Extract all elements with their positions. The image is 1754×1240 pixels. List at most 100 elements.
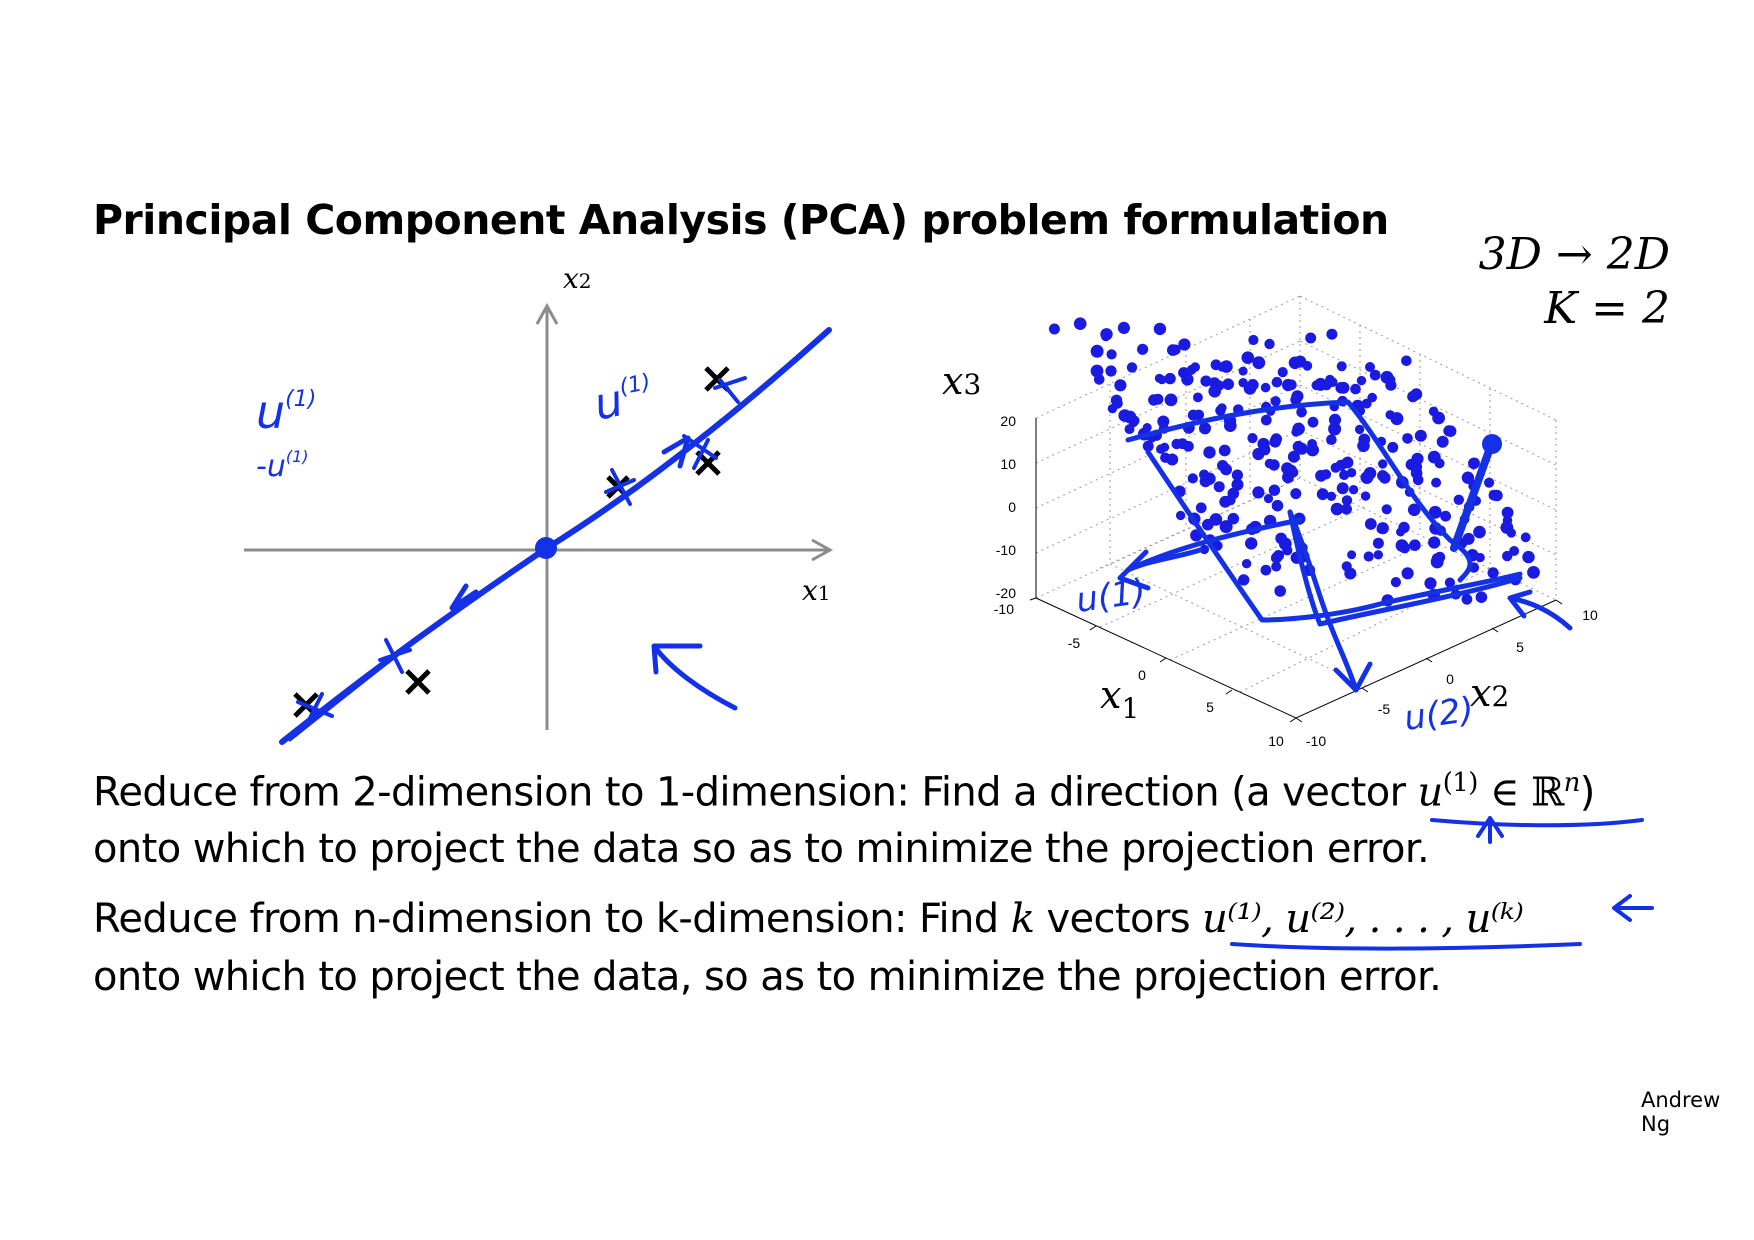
scatter-point <box>1287 450 1300 463</box>
handwritten-arrow-icon <box>1507 589 1573 631</box>
handwritten-neg-u1-label: -u(1) <box>256 447 309 484</box>
scatter-point <box>1428 536 1441 549</box>
scatter-point <box>1320 469 1332 480</box>
scatter-point <box>1432 411 1445 425</box>
scatter-point <box>1167 344 1179 356</box>
handwritten-u1-near-line-label: u(1) <box>590 369 658 431</box>
scatter-point <box>1373 550 1384 560</box>
u1-direction-arrowhead <box>661 435 691 469</box>
scatter-point <box>1341 503 1352 515</box>
handwritten-u2-arrow <box>1287 509 1359 693</box>
handwritten-plane-edge <box>1287 509 1523 627</box>
scatter-point <box>1348 485 1359 495</box>
scatter-point <box>1238 574 1250 586</box>
projection-tick <box>604 468 636 506</box>
scatter-point <box>1231 478 1244 491</box>
z-tick-label: -10 <box>996 542 1016 558</box>
scatter-point <box>1372 537 1384 549</box>
scatter-point <box>1428 505 1442 519</box>
scatter-point <box>1414 429 1427 442</box>
x1-tick-label: 0 <box>1138 667 1146 683</box>
scatter-point <box>1195 502 1207 514</box>
scatter-point <box>1360 491 1371 501</box>
scatter-point <box>1330 502 1344 516</box>
scatter-point <box>1114 379 1127 392</box>
scatter-point <box>1199 422 1211 435</box>
text-line-3: Reduce from n-dimension to k-dimension: … <box>93 896 1524 942</box>
scatter-point <box>1270 552 1283 564</box>
scatter-point <box>1328 413 1342 426</box>
scatter-point <box>1260 414 1272 426</box>
scatter-point <box>1100 328 1113 341</box>
scatter-point <box>1307 439 1317 449</box>
scatter-point <box>1335 459 1347 471</box>
x2-tick-label: 5 <box>1516 639 1524 655</box>
scatter-point <box>1260 564 1272 576</box>
scatter-point <box>1444 577 1455 588</box>
scatter-point <box>1277 367 1288 378</box>
scatter-point <box>1367 392 1377 403</box>
origin-dot <box>535 537 557 559</box>
scatter-point <box>1369 369 1381 381</box>
x1-tick-label: 5 <box>1206 699 1214 715</box>
x1-axis-label: x1 <box>802 574 831 607</box>
scatter-point <box>1354 424 1365 435</box>
scatter-point <box>1347 550 1357 560</box>
slide-title: Principal Component Analysis (PCA) probl… <box>93 196 1389 244</box>
z-tick-label: 0 <box>1008 499 1016 515</box>
projection-tick <box>378 638 412 674</box>
scatter-point <box>1302 360 1313 371</box>
handwritten-u2-3d-label: u(2) <box>1402 690 1477 739</box>
text-line-4: onto which to project the data, so as to… <box>93 954 1442 1000</box>
scatter-point <box>1410 467 1423 479</box>
scatter-point <box>1090 364 1104 378</box>
scatter-point <box>1220 360 1233 373</box>
scatter-point <box>1137 343 1149 355</box>
scatter-point <box>1124 424 1135 435</box>
scatter-point <box>1502 550 1513 562</box>
scatter-point <box>1268 484 1281 496</box>
scatter-point <box>1129 415 1140 426</box>
scatter-point <box>1270 396 1281 407</box>
annotation-3d-to-2d: 3D → 2D <box>1478 229 1670 280</box>
scatter-point <box>1259 444 1271 456</box>
neg-u1-direction-arrowhead <box>449 583 479 611</box>
scatter-point <box>1407 390 1419 403</box>
scatter-point <box>1443 425 1455 437</box>
scatter-point <box>1264 338 1275 350</box>
scatter-point <box>1156 444 1166 454</box>
scatter-point <box>1199 475 1212 488</box>
scatter-point <box>1399 542 1411 554</box>
scatter-point <box>1203 446 1216 459</box>
scatter-points <box>1048 317 1540 607</box>
scatter-point <box>1339 469 1350 481</box>
scatter-point <box>1461 471 1475 484</box>
scatter-point <box>1238 366 1248 376</box>
scatter-point <box>1271 561 1282 572</box>
z-tick-label: -20 <box>996 585 1016 601</box>
scatter-point <box>1424 577 1437 590</box>
scatter-point <box>1247 433 1258 444</box>
scatter-point <box>1275 532 1287 545</box>
scatter-point <box>1217 460 1229 472</box>
x2-tick-label: -5 <box>1378 701 1391 717</box>
left-2d-plot: x1 x2 u(1) -u(1) u(1 <box>244 262 834 745</box>
x2-tick-label: 10 <box>1582 607 1598 623</box>
z-tick-label: 20 <box>1000 413 1016 429</box>
scatter-point <box>1181 373 1194 386</box>
annotation-k-equals-2: K = 2 <box>1544 283 1670 334</box>
scatter-point <box>1126 362 1138 373</box>
scatter-point <box>1241 559 1252 569</box>
text-line-1: Reduce from 2-dimension to 1-dimension: … <box>93 768 1595 816</box>
scatter-point <box>1164 393 1178 407</box>
projection-tick <box>296 692 334 728</box>
handwritten-u1-3d-label: u(1) <box>1074 572 1149 621</box>
data-point-cross <box>405 669 431 695</box>
scatter-point <box>1409 539 1421 551</box>
scatter-point <box>1291 390 1304 403</box>
scatter-point <box>1231 469 1243 481</box>
scatter-point <box>1363 551 1374 562</box>
dimension-annotation: 3D → 2D K = 2 <box>1410 228 1670 336</box>
scatter-point <box>1106 349 1117 360</box>
handwritten-plane-edge <box>1125 399 1473 583</box>
